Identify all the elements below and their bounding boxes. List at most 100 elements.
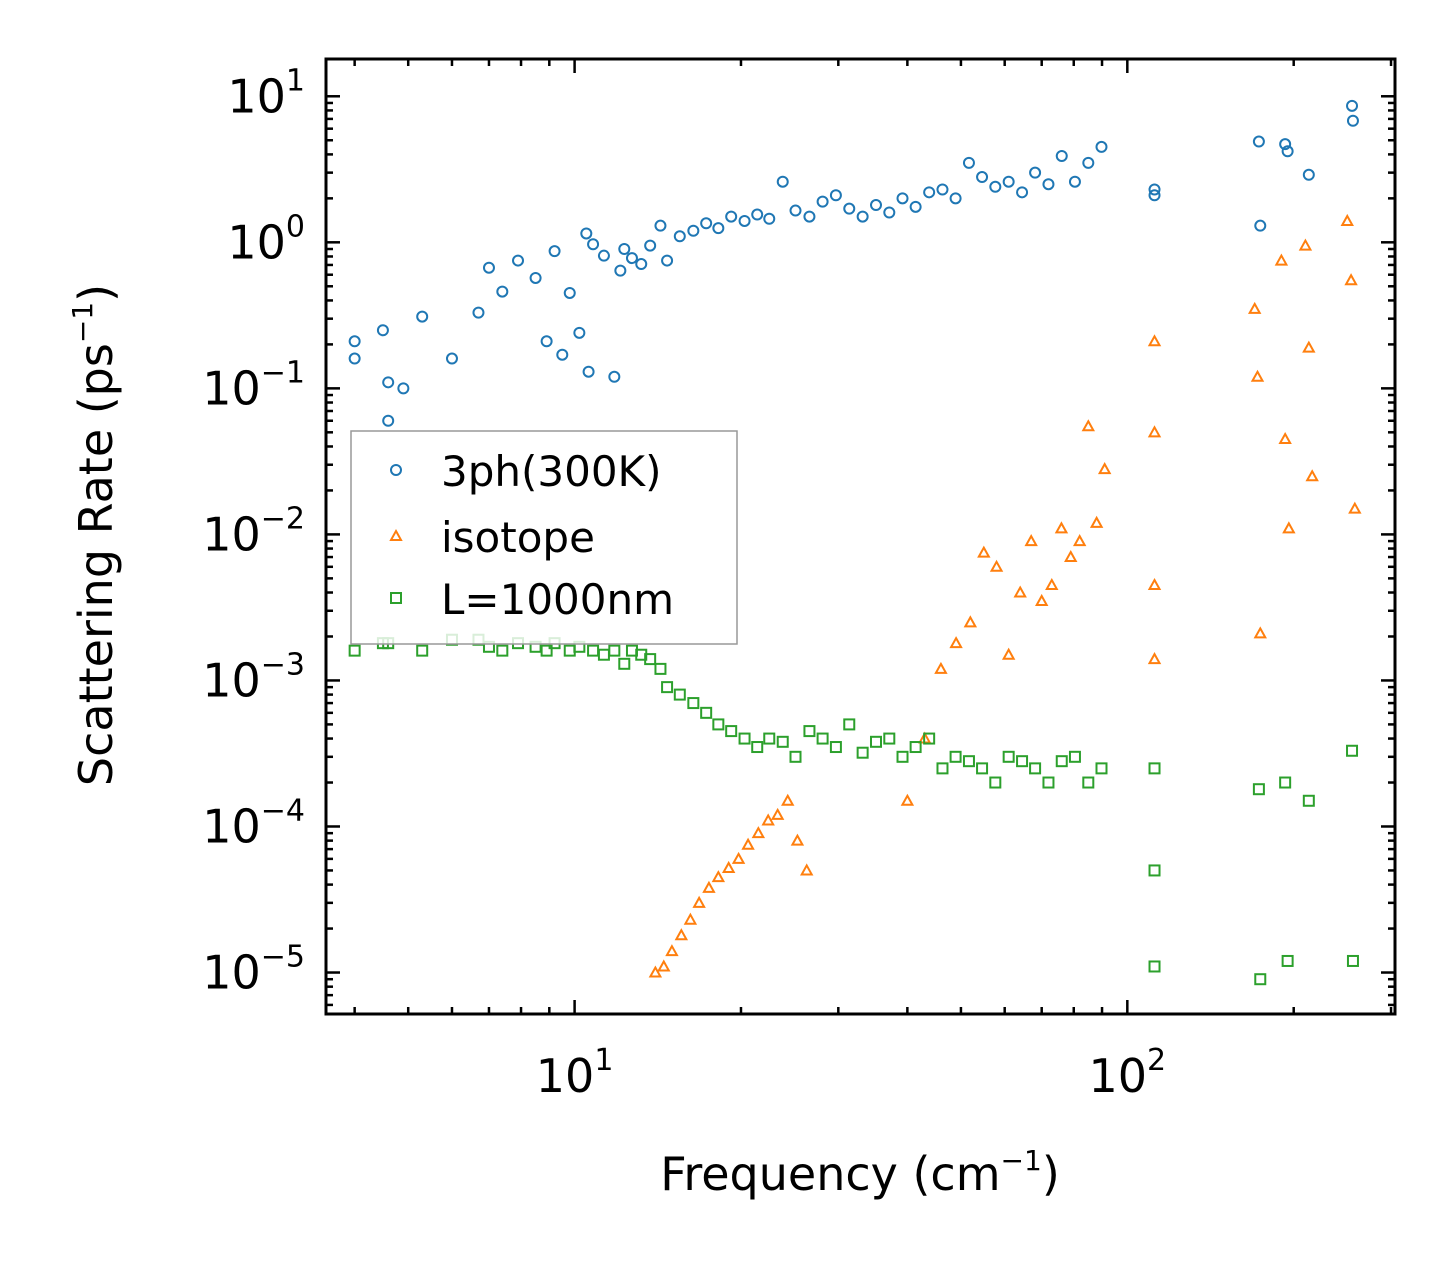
data-point [1002,750,1015,763]
data-point [770,807,785,820]
data-point [1082,156,1095,169]
data-point [738,732,751,745]
data-point [692,895,706,908]
y-tick-label: 10−5 [202,940,305,1000]
data-point [657,959,671,972]
data-point [654,662,667,675]
data-point [976,171,989,184]
data-point [781,793,795,806]
data-point [1045,577,1059,591]
data-point [1344,273,1358,286]
data-point [496,285,509,298]
data-point [712,718,725,731]
data-point [803,210,816,223]
data-point [883,206,896,219]
data-point [1035,593,1049,606]
data-point [800,863,814,876]
data-point [1081,419,1096,432]
data-point [1042,178,1055,191]
data-point [1148,762,1161,775]
data-point [1024,534,1038,547]
data-point [1281,954,1294,967]
data-point [625,252,638,265]
data-point [597,249,610,262]
y-tick-label: 10−1 [202,355,305,415]
data-point [776,175,789,188]
data-point [700,706,713,719]
data-point [949,192,962,205]
data-point [1082,776,1095,789]
x-tick-label: 102 [1088,1043,1166,1103]
data-point [1348,501,1362,514]
data-point [731,851,746,864]
data-point [1042,776,1055,789]
data-point [976,762,989,775]
data-point [763,212,776,225]
data-point [472,306,485,319]
legend-label-3ph: 3ph(300K) [441,447,661,496]
data-point [1029,762,1042,775]
data-point [687,697,700,710]
data-point [1253,626,1267,639]
data-point [1279,776,1292,789]
data-point [587,238,600,251]
data-point [416,310,429,323]
data-point [977,545,991,558]
data-point [1252,135,1265,148]
data-point [751,826,766,839]
data-point [923,186,936,199]
data-point [540,644,553,657]
data-point [751,741,764,754]
data-point [1147,577,1162,591]
data-point [654,219,667,232]
data-point [1147,425,1162,438]
data-point [949,750,962,763]
data-point [614,264,627,277]
legend: 3ph(300K) isotope L=1000nm [350,430,738,645]
data-point [1302,168,1315,181]
data-point [1298,238,1313,251]
data-point [573,326,586,339]
data-point [582,365,595,378]
data-point [661,254,674,267]
data-point [1281,145,1294,158]
y-tick-label: 10−2 [202,501,305,561]
data-point [896,192,909,205]
data-point [1279,138,1292,151]
series-1 [648,213,1362,978]
data-point [1346,954,1359,967]
data-point [563,286,576,299]
data-point [673,688,686,701]
data-point [949,636,963,649]
data-point [989,180,1002,193]
data-point [618,243,631,256]
data-point [741,837,755,850]
data-point [1016,755,1029,768]
data-point [445,352,458,365]
data-point [1001,647,1016,660]
y-tick-label: 101 [227,63,305,123]
data-point [789,204,802,217]
data-point [348,335,361,348]
data-point [1305,469,1319,482]
data-point [856,746,869,759]
data-point [348,644,361,657]
data-point [1147,334,1162,347]
data-point [382,376,395,389]
data-point [1095,140,1108,153]
legend-label-isotope: isotope [441,513,595,562]
data-point [738,214,751,227]
data-point [1148,189,1161,202]
data-point [712,222,725,235]
data-point [563,644,576,657]
data-point [900,793,915,806]
data-point [1346,114,1359,127]
data-point [1002,175,1015,188]
data-point [376,324,389,337]
data-point [909,741,922,754]
data-point [618,657,631,670]
legend-box [350,430,738,645]
data-point [1089,515,1104,528]
data-point [608,644,621,657]
